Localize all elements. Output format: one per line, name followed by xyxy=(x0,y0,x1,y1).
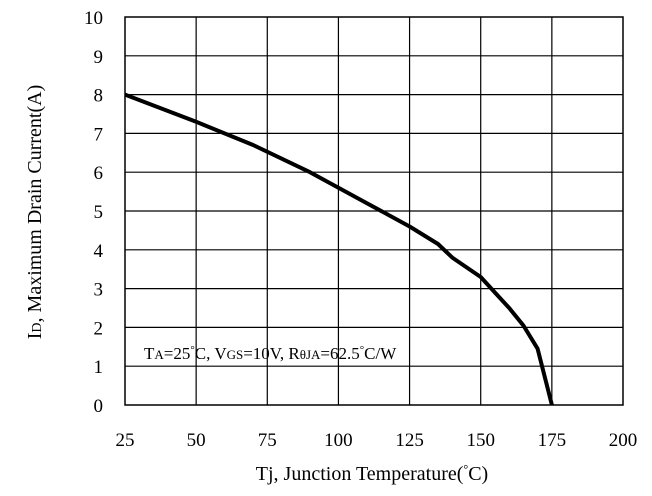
y-tick-label: 4 xyxy=(94,241,104,262)
y-tick-label: 9 xyxy=(94,47,104,68)
y-tick-label: 5 xyxy=(94,202,104,223)
tick-labels: 25 50 75 100 125 150 175 200 0 1 2 3 4 5 6 7 8 9 10 xyxy=(84,8,637,451)
x-tick-label: 200 xyxy=(609,430,638,451)
x-tick-label: 75 xyxy=(258,430,277,451)
y-tick-label: 6 xyxy=(94,163,104,184)
x-tick-label: 25 xyxy=(116,430,135,451)
y-axis-title: ID, Maximum Drain Current(A) xyxy=(24,85,46,340)
condition-annotation: TA=25°C, VGS=10V, RθJA=62.5°C/W xyxy=(144,344,397,363)
y-tick-label: 3 xyxy=(94,280,104,301)
x-axis-title: Tj, Junction Temperature(°C) xyxy=(256,462,488,485)
x-tick-label: 150 xyxy=(466,430,495,451)
x-tick-label: 125 xyxy=(395,430,424,451)
y-tick-label: 2 xyxy=(94,318,104,339)
y-tick-label: 0 xyxy=(94,396,104,417)
x-tick-label: 100 xyxy=(324,430,353,451)
x-tick-label: 175 xyxy=(538,430,567,451)
y-tick-label: 8 xyxy=(94,86,104,107)
y-tick-label: 7 xyxy=(94,124,104,145)
x-tick-label: 50 xyxy=(187,430,206,451)
y-tick-label: 10 xyxy=(84,8,103,29)
y-tick-label: 1 xyxy=(94,357,104,378)
